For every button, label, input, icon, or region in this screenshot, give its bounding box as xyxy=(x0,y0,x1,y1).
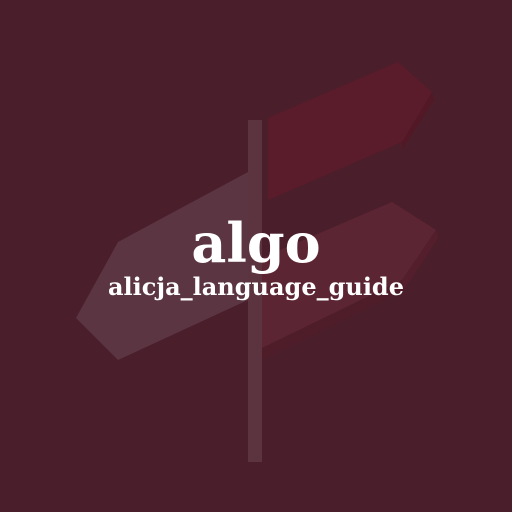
signpost-top-sign xyxy=(268,62,432,200)
signpost-left-sign xyxy=(76,172,248,360)
signpost-pole xyxy=(248,120,262,462)
cover-title: algo xyxy=(191,211,321,275)
cover-subtitle: alicja_language_guide xyxy=(108,272,404,301)
signpost-right-sign xyxy=(262,202,436,348)
